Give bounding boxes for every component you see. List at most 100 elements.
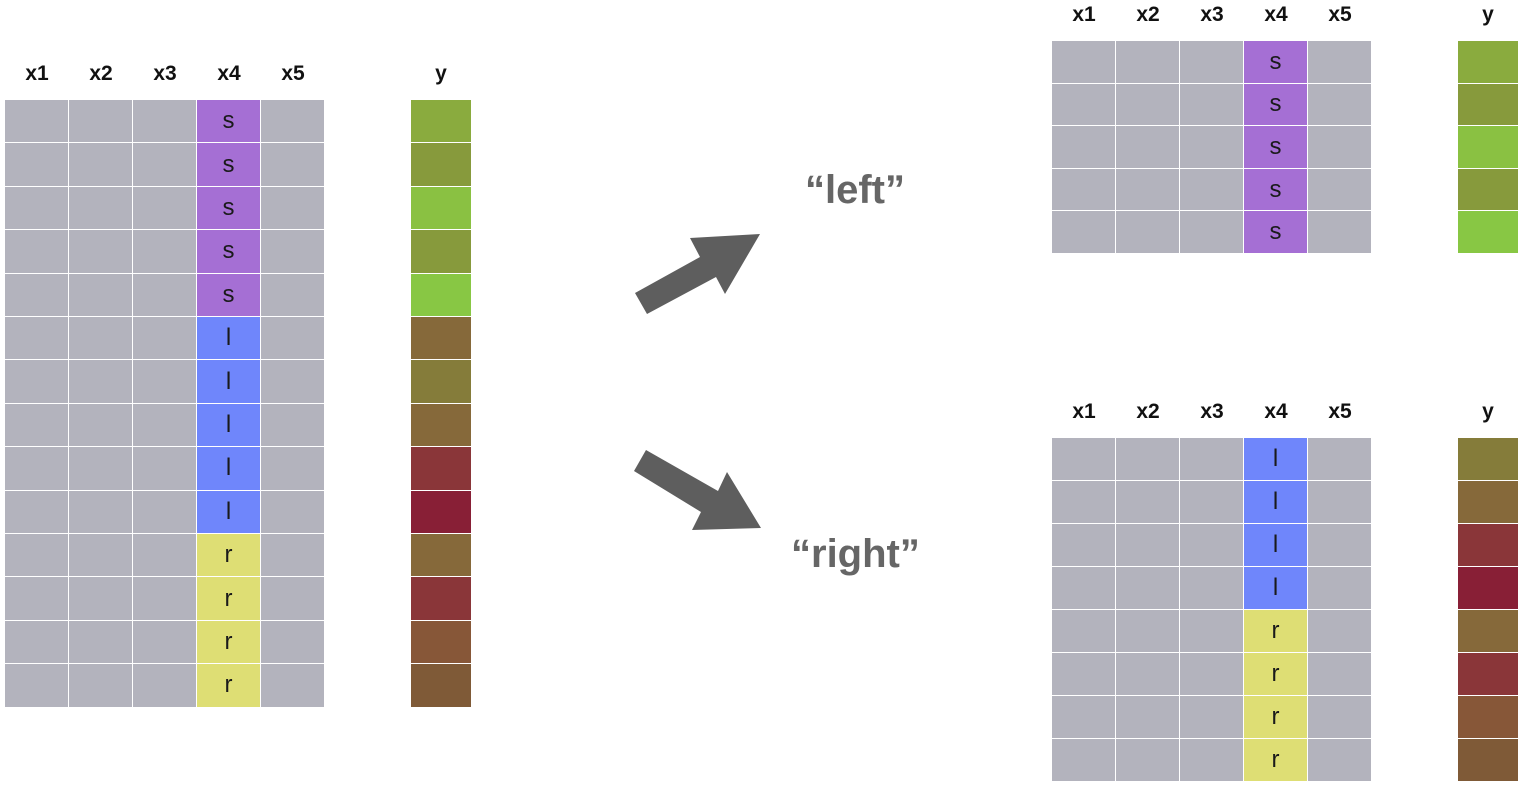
arrow-up-right-icon [635, 234, 760, 314]
grid-cell [69, 534, 133, 578]
grid-cell [1116, 696, 1180, 739]
x4-cell: s [1244, 83, 1308, 127]
grid-cell [1180, 168, 1244, 212]
grid-cell [133, 490, 197, 534]
grid-cell [1308, 83, 1372, 127]
grid-cell [1180, 83, 1244, 127]
y-cell [1458, 653, 1518, 696]
grid-cell [1180, 481, 1244, 524]
grid-cell [261, 186, 325, 231]
grid-cell [133, 620, 197, 665]
y-cell [411, 230, 471, 274]
grid-cell [5, 664, 69, 708]
column-header-x1: x1 [1072, 3, 1096, 26]
target-header-y: y [1482, 400, 1494, 423]
x4-cell: s [1244, 211, 1308, 254]
grid-cell [1180, 567, 1244, 610]
grid-cell [133, 317, 197, 361]
column-header-x4: x4 [1264, 3, 1288, 26]
grid-cell [69, 447, 133, 491]
grid-cell [69, 273, 133, 317]
x4-cell: l [197, 447, 261, 491]
x4-cell: l [197, 403, 261, 448]
grid-cell [133, 186, 197, 231]
x4-cell: l [1244, 438, 1308, 481]
grid-cell [5, 490, 69, 534]
grid-cell [69, 577, 133, 621]
grid-cell [5, 230, 69, 274]
label-left: “left” [805, 168, 905, 212]
y-cell [1458, 567, 1518, 610]
column-header-x3: x3 [1200, 400, 1224, 423]
label-right: “right” [791, 532, 920, 576]
x4-cell: s [197, 230, 261, 274]
y-cell [1458, 481, 1518, 524]
x4-cell: l [1244, 567, 1308, 610]
grid-cell [1052, 211, 1116, 254]
grid-cell [69, 143, 133, 187]
column-header-x2: x2 [89, 62, 113, 85]
y-cell [1458, 610, 1518, 653]
grid-cell [261, 143, 325, 187]
grid-cell [1052, 653, 1116, 696]
grid-cell [133, 100, 197, 144]
grid-cell [5, 620, 69, 665]
grid-cell [1116, 524, 1180, 567]
grid-cell [5, 577, 69, 621]
grid-cell [69, 230, 133, 274]
x4-cell: r [1244, 696, 1308, 739]
grid-cell [1116, 41, 1180, 84]
grid-cell [1116, 739, 1180, 782]
grid-cell [1116, 438, 1180, 481]
grid-cell [1116, 83, 1180, 127]
y-cell [1458, 126, 1518, 169]
target-header-y: y [435, 62, 447, 85]
y-cell [411, 577, 471, 621]
column-header-x4: x4 [1264, 400, 1288, 423]
column-header-x5: x5 [1328, 3, 1352, 26]
grid-cell [133, 534, 197, 578]
x4-cell: r [1244, 739, 1308, 782]
column-header-x1: x1 [1072, 400, 1096, 423]
grid-cell [5, 143, 69, 187]
grid-cell [5, 100, 69, 144]
grid-cell [5, 447, 69, 491]
x4-cell: s [197, 186, 261, 231]
y-cell [411, 620, 471, 665]
grid-cell [261, 664, 325, 708]
grid-cell [261, 360, 325, 404]
x4-cell: s [197, 143, 261, 187]
grid-cell [1180, 126, 1244, 169]
grid-cell [1116, 126, 1180, 169]
x4-cell: r [1244, 610, 1308, 653]
grid-cell [1052, 696, 1116, 739]
grid-cell [1116, 567, 1180, 610]
grid-cell [133, 360, 197, 404]
y-cell [411, 403, 471, 448]
grid-cell [1308, 126, 1372, 169]
grid-cell [133, 230, 197, 274]
grid-cell [1308, 696, 1372, 739]
x4-cell: s [197, 100, 261, 144]
grid-cell [1180, 696, 1244, 739]
x4-cell: s [1244, 168, 1308, 212]
grid-cell [261, 577, 325, 621]
y-cell [1458, 524, 1518, 567]
column-header-x3: x3 [1200, 3, 1224, 26]
x4-cell: r [197, 664, 261, 708]
grid-cell [5, 186, 69, 231]
grid-cell [1180, 41, 1244, 84]
grid-cell [261, 273, 325, 317]
grid-cell [1180, 653, 1244, 696]
grid-cell [1308, 41, 1372, 84]
grid-cell [1308, 481, 1372, 524]
grid-cell [1052, 524, 1116, 567]
grid-cell [1116, 168, 1180, 212]
column-header-x2: x2 [1136, 3, 1160, 26]
grid-cell [1052, 610, 1116, 653]
grid-cell [261, 403, 325, 448]
grid-cell [1116, 481, 1180, 524]
grid-cell [1308, 653, 1372, 696]
grid-cell [133, 447, 197, 491]
